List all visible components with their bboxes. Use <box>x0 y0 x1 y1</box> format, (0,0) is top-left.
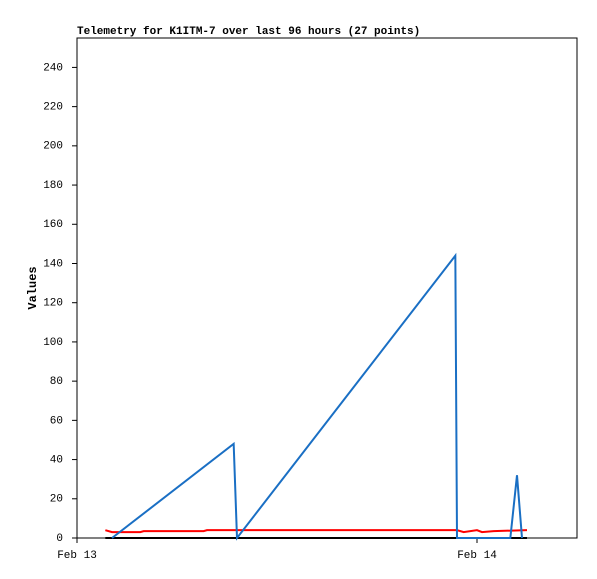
y-axis-label: Values <box>26 266 40 309</box>
y-tick-label: 160 <box>43 219 63 231</box>
y-tick-label: 200 <box>43 141 63 153</box>
y-tick-label: 20 <box>50 494 63 506</box>
x-tick-label: Feb 14 <box>457 550 497 562</box>
y-tick-label: 120 <box>43 298 63 310</box>
x-tick-label: Feb 13 <box>57 550 97 562</box>
chart-title: Telemetry for K1ITM-7 over last 96 hours… <box>77 26 420 38</box>
y-tick-label: 220 <box>43 102 63 114</box>
series-line <box>105 529 528 534</box>
y-tick-label: 0 <box>56 533 63 545</box>
y-tick-label: 40 <box>50 454 63 466</box>
y-tick-label: 100 <box>43 337 63 349</box>
plot-frame <box>76 37 578 539</box>
series-line <box>111 252 523 541</box>
y-tick-label: 80 <box>50 376 63 388</box>
y-tick-label: 180 <box>43 180 63 192</box>
y-tick-label: 140 <box>43 258 63 270</box>
y-tick-label: 240 <box>43 62 63 74</box>
y-tick-label: 60 <box>50 415 63 427</box>
